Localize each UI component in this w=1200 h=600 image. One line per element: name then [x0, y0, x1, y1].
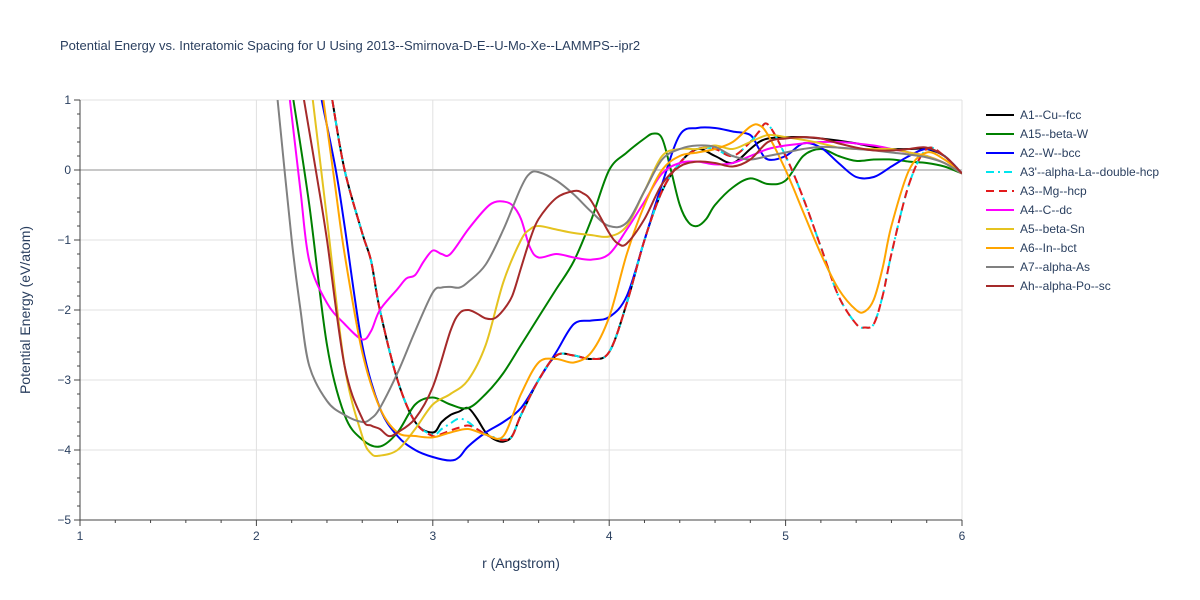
series-line-1[interactable]: [331, 100, 962, 443]
legend-label: A15--beta-W: [1020, 127, 1089, 141]
legend-item[interactable]: Ah--alpha-Po--sc: [986, 279, 1111, 293]
legend-label: A3'--alpha-La--double-hcp: [1020, 165, 1159, 179]
y-tick-label: −2: [57, 303, 71, 317]
legend-item[interactable]: A3'--alpha-La--double-hcp: [986, 165, 1159, 179]
series-lines: [276, 100, 962, 462]
gridlines: [80, 99, 963, 520]
legend-label: A3--Mg--hcp: [1020, 184, 1087, 198]
legend-item[interactable]: A7--alpha-As: [986, 260, 1090, 274]
axes: [74, 99, 963, 526]
x-tick-label: 4: [606, 529, 613, 543]
legend-label: Ah--alpha-Po--sc: [1020, 279, 1111, 293]
series-line-10[interactable]: [303, 100, 962, 438]
x-axis-title: r (Angstrom): [482, 555, 560, 571]
legend-label: A1--Cu--fcc: [1020, 108, 1081, 122]
legend-label: A6--In--bct: [1020, 241, 1077, 255]
x-tick-labels: 1 2 3 4 5 6: [77, 529, 966, 543]
legend-item[interactable]: A2--W--bcc: [986, 146, 1080, 160]
y-tick-label: 1: [64, 93, 71, 107]
y-tick-label: −4: [57, 443, 71, 457]
legend-item[interactable]: A6--In--bct: [986, 241, 1077, 255]
legend-item[interactable]: A15--beta-W: [986, 127, 1089, 141]
legend-item[interactable]: A1--Cu--fcc: [986, 108, 1081, 122]
series-line-3[interactable]: [320, 100, 962, 462]
series-line-8[interactable]: [322, 100, 962, 440]
legend-label: A4--C--dc: [1020, 203, 1072, 217]
y-tick-label: 0: [64, 163, 71, 177]
chart-title: Potential Energy vs. Interatomic Spacing…: [60, 38, 640, 53]
series-line-6[interactable]: [288, 100, 962, 341]
series-line-2[interactable]: [292, 100, 962, 448]
x-tick-label: 1: [77, 529, 84, 543]
legend-label: A7--alpha-As: [1020, 260, 1090, 274]
x-tick-label: 6: [959, 529, 966, 543]
series-line-4[interactable]: [331, 100, 962, 441]
x-tick-label: 3: [429, 529, 436, 543]
legend-item[interactable]: A4--C--dc: [986, 203, 1072, 217]
legend[interactable]: A1--Cu--fcc A15--beta-W A2--W--bcc A3'--alp…: [986, 108, 1159, 293]
y-axis-title: Potential Energy (eV/atom): [17, 226, 33, 394]
y-tick-label: −5: [57, 513, 71, 527]
legend-item[interactable]: A5--beta-Sn: [986, 222, 1085, 236]
x-tick-label: 2: [253, 529, 260, 543]
y-tick-label: −3: [57, 373, 71, 387]
series-line-5[interactable]: [331, 100, 962, 442]
y-tick-label: −1: [57, 233, 71, 247]
x-tick-label: 5: [782, 529, 789, 543]
legend-label: A2--W--bcc: [1020, 146, 1080, 160]
legend-label: A5--beta-Sn: [1020, 222, 1085, 236]
y-tick-labels: −5 −4 −3 −2 −1 0 1: [57, 93, 71, 527]
legend-item[interactable]: A3--Mg--hcp: [986, 184, 1087, 198]
